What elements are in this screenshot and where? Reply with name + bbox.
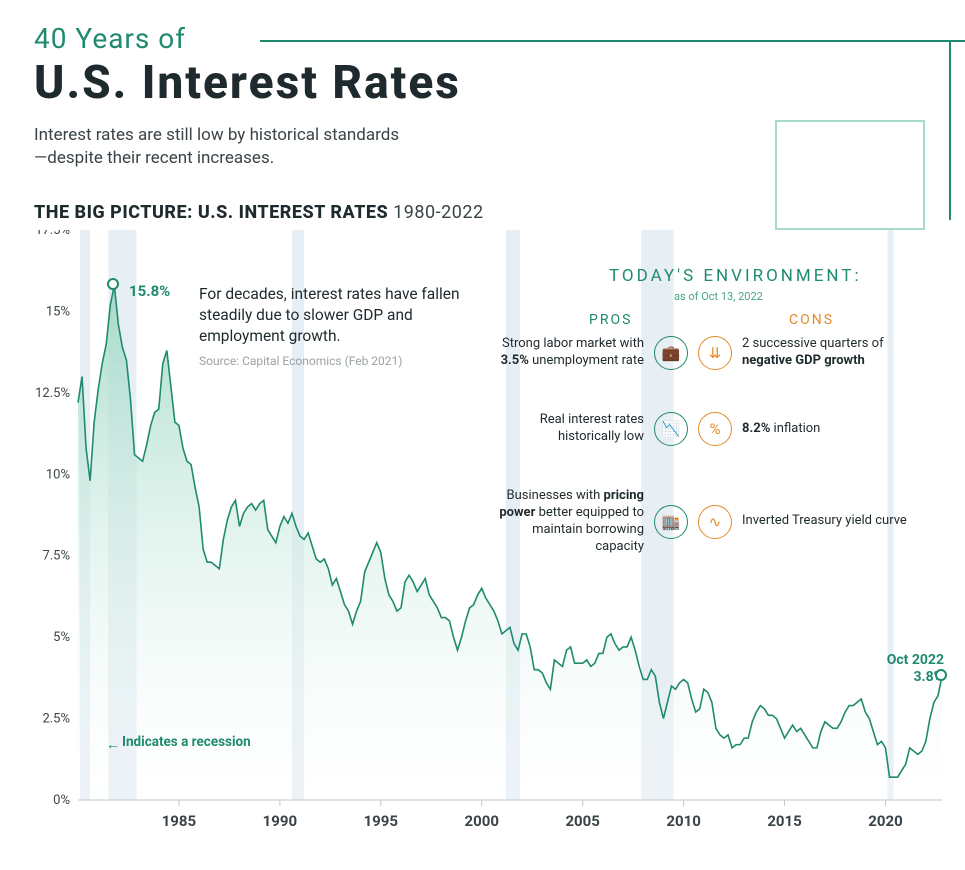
corner-frame — [775, 120, 925, 230]
recession-arrow-icon: ← — [106, 736, 120, 753]
svg-text:10%: 10% — [46, 467, 70, 482]
svg-text:1995: 1995 — [364, 812, 398, 830]
endpoint-marker — [935, 669, 947, 681]
svg-text:2020: 2020 — [868, 812, 902, 830]
wave-icon: ∿ — [698, 505, 732, 539]
header-rule — [260, 40, 965, 42]
briefcase-icon: 💼 — [654, 336, 688, 370]
environment-date: as of Oct 13, 2022 — [674, 290, 763, 303]
svg-text:1990: 1990 — [263, 812, 297, 830]
endpoint-label: Oct 2022 3.8% — [887, 652, 944, 686]
svg-text:12.5%: 12.5% — [35, 386, 70, 401]
pros-heading: PROS — [589, 312, 632, 328]
down-arrows-icon: ⇊ — [698, 336, 732, 370]
con-text: Inverted Treasury yield curve — [742, 513, 917, 530]
svg-text:2.5%: 2.5% — [42, 712, 70, 727]
section-range: 1980-2022 — [393, 202, 483, 223]
section-label: THE BIG PICTURE: U.S. INTEREST RATES — [34, 202, 388, 223]
pro-text: Real interest rates historically low — [489, 412, 644, 446]
storefront-icon: 🏬 — [654, 505, 688, 539]
pros-cons-row: Real interest rates historically low 📉% 8.… — [489, 412, 917, 446]
header-subtitle: 40 Years of — [34, 22, 186, 55]
con-text: 8.2% inflation — [742, 421, 917, 438]
svg-text:5%: 5% — [53, 630, 70, 645]
bar-down-icon: 📉 — [654, 412, 688, 446]
header-rule-vertical — [949, 40, 951, 220]
con-text: 2 successive quarters of negative GDP gr… — [742, 336, 917, 370]
svg-text:17.5%: 17.5% — [35, 230, 70, 238]
chart-narrative: For decades, interest rates have fallen … — [199, 284, 469, 347]
svg-text:2010: 2010 — [666, 812, 700, 830]
pros-cons-row: Businesses with pricing power better equ… — [489, 488, 917, 556]
page-title: U.S. Interest Rates — [34, 56, 461, 110]
svg-text:7.5%: 7.5% — [42, 549, 70, 564]
cons-heading: CONS — [789, 312, 834, 328]
environment-title: TODAY'S ENVIRONMENT: — [609, 266, 862, 286]
peak-value-label: 15.8% — [129, 282, 170, 300]
recession-legend: Indicates a recession — [122, 734, 251, 750]
svg-text:2000: 2000 — [465, 812, 499, 830]
svg-text:2005: 2005 — [565, 812, 599, 830]
svg-text:0%: 0% — [53, 793, 70, 808]
pros-cons-row: Strong labor market with 3.5% unemployme… — [489, 336, 917, 370]
section-title: THE BIG PICTURE: U.S. INTEREST RATES 198… — [34, 202, 484, 223]
pro-text: Businesses with pricing power better equ… — [489, 488, 644, 556]
percent-up-icon: % — [698, 412, 732, 446]
pro-text: Strong labor market with 3.5% unemployme… — [489, 336, 644, 370]
page-subtext: Interest rates are still low by historic… — [34, 124, 404, 170]
endpoint-date: Oct 2022 — [887, 652, 944, 669]
chart-source: Source: Capital Economics (Feb 2021) — [199, 354, 402, 368]
svg-text:2015: 2015 — [767, 812, 801, 830]
interest-rate-chart: 0% 2.5% 5% 7.5% 10% 12.5% 15% 17.5% 1985 1990 199… — [34, 230, 942, 850]
svg-text:1985: 1985 — [162, 812, 196, 830]
svg-text:15%: 15% — [46, 304, 70, 319]
